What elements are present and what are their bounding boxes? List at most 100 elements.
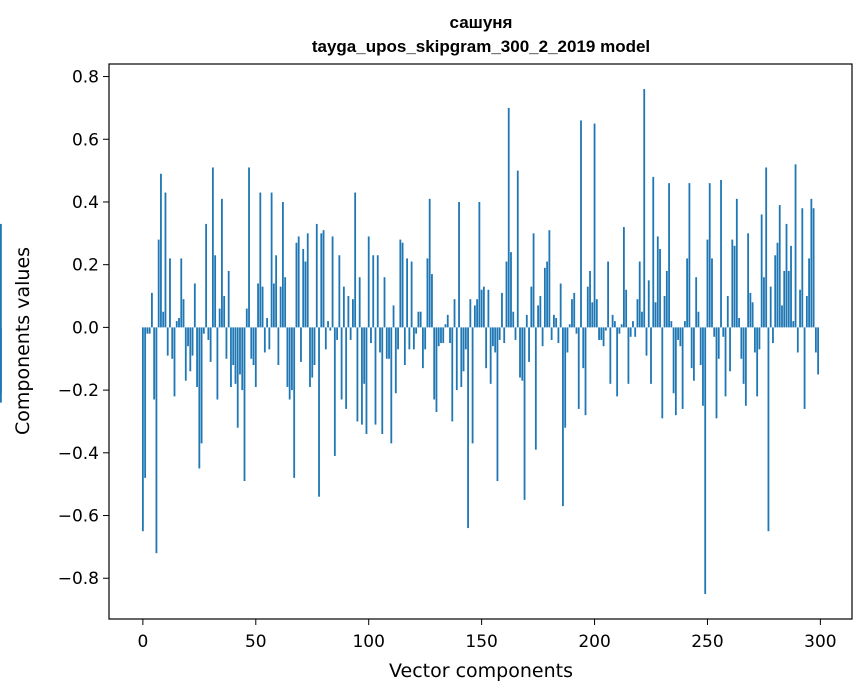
bar-296 xyxy=(810,198,813,328)
bar-282 xyxy=(778,205,781,328)
bar-133 xyxy=(442,327,445,344)
bar-57 xyxy=(270,192,273,328)
bar-98 xyxy=(363,327,366,384)
bar-14 xyxy=(173,327,176,397)
bar-81 xyxy=(324,327,327,350)
y-tick-label: −0.8 xyxy=(58,569,99,589)
bar-284 xyxy=(783,270,786,328)
bar-255 xyxy=(717,327,720,359)
bar-243 xyxy=(690,327,693,369)
bar-231 xyxy=(663,296,666,328)
bar-276 xyxy=(765,167,768,328)
bar-87 xyxy=(338,255,341,328)
bar-9 xyxy=(162,311,165,328)
bar-257 xyxy=(722,327,725,337)
bar-106 xyxy=(381,327,384,434)
bar-275 xyxy=(763,277,765,328)
bar-165 xyxy=(514,327,517,340)
bar-123 xyxy=(419,311,422,328)
bar-92 xyxy=(349,327,352,340)
bar-152 xyxy=(485,327,488,369)
bar-109 xyxy=(388,327,390,359)
bar-235 xyxy=(672,327,675,394)
bar-103 xyxy=(374,327,377,425)
bar-274 xyxy=(760,214,763,328)
bar-144 xyxy=(467,327,469,529)
bar-25 xyxy=(198,327,201,469)
bar-54 xyxy=(263,327,266,353)
bar-4 xyxy=(151,292,153,328)
bar-126 xyxy=(426,258,429,328)
bar-18 xyxy=(182,299,185,328)
bar-143 xyxy=(464,327,467,350)
bar-277 xyxy=(767,327,770,532)
bar-65 xyxy=(288,327,291,400)
bar-83 xyxy=(329,327,332,331)
bar-50 xyxy=(254,327,257,387)
bar-46 xyxy=(245,308,248,328)
bar-120 xyxy=(412,327,415,350)
bar-198 xyxy=(589,270,591,328)
x-ticks-group: 0 50 100 150 200 250 300 xyxy=(137,619,837,652)
bar-127 xyxy=(428,198,431,328)
bar-171 xyxy=(528,327,530,362)
bar-21 xyxy=(189,327,192,372)
bar-63 xyxy=(284,277,287,328)
bar-256 xyxy=(720,180,722,328)
bar-283 xyxy=(781,305,783,328)
bar-206 xyxy=(607,261,610,328)
bar-37 xyxy=(225,327,228,359)
bar-244 xyxy=(693,327,695,381)
bar-77 xyxy=(315,223,318,328)
bar-26 xyxy=(200,327,203,444)
bar-196 xyxy=(584,327,587,416)
bar-158 xyxy=(498,327,501,340)
bar-107 xyxy=(383,277,386,328)
bar-155 xyxy=(492,327,494,347)
bar-19 xyxy=(184,327,187,381)
bar-56 xyxy=(268,327,271,350)
bar-66 xyxy=(291,327,293,391)
x-tick-label: 0 xyxy=(137,632,148,652)
bar-29 xyxy=(207,327,210,340)
bar-149 xyxy=(478,201,481,328)
bar-129 xyxy=(433,327,436,400)
bar-94 xyxy=(354,192,357,328)
bar-7 xyxy=(157,239,160,328)
bar-265 xyxy=(740,327,743,359)
bar-190 xyxy=(571,299,573,328)
y-tick-label: 0.6 xyxy=(72,130,99,150)
bar-233 xyxy=(668,183,670,328)
y-axis-label: Components values xyxy=(12,247,34,435)
bar-286 xyxy=(787,270,790,328)
bar-160 xyxy=(503,327,506,344)
bar-226 xyxy=(652,176,655,328)
bar-62 xyxy=(281,201,284,328)
bar-210 xyxy=(616,327,619,397)
bar-195 xyxy=(582,327,585,369)
bar-42 xyxy=(236,327,239,428)
bar-204 xyxy=(602,327,605,347)
bar-191 xyxy=(573,292,576,328)
bar-96 xyxy=(358,277,361,328)
bar-178 xyxy=(543,267,546,328)
bar-117 xyxy=(406,258,409,328)
bar-172 xyxy=(530,286,533,328)
bar-248 xyxy=(702,327,704,406)
bar-91 xyxy=(347,296,350,328)
bar-216 xyxy=(629,327,632,337)
bar-218 xyxy=(634,327,637,337)
bar-40 xyxy=(232,327,235,366)
bar-192 xyxy=(575,327,578,334)
bar-6 xyxy=(155,327,158,554)
bar-53 xyxy=(261,286,264,328)
bar-167 xyxy=(519,327,521,378)
bar-134 xyxy=(444,324,447,328)
bar-232 xyxy=(665,270,668,328)
bar-147 xyxy=(473,305,476,328)
bar-105 xyxy=(379,327,381,353)
bar-124 xyxy=(422,327,424,369)
bar-184 xyxy=(557,327,560,344)
bar-224 xyxy=(647,280,650,328)
bar-251 xyxy=(708,183,711,328)
